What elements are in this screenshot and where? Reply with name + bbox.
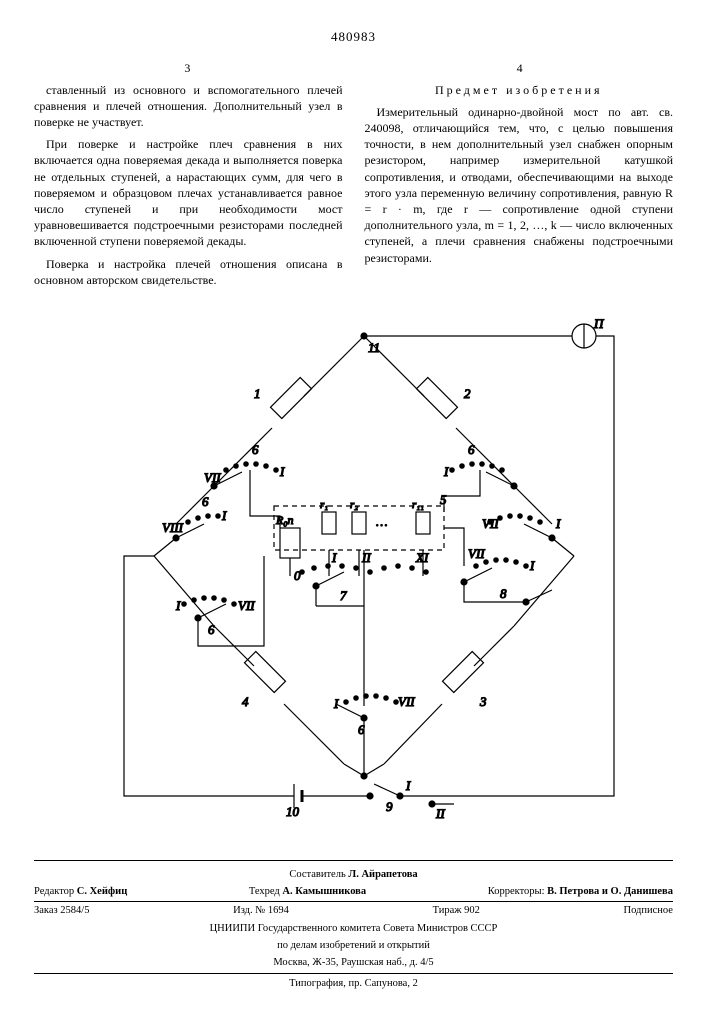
paragraph: ставленный из основного и вспомогательно… — [34, 82, 343, 131]
svg-text:I: I — [333, 696, 339, 711]
right-column: Предмет изобретения Измерительный одинар… — [365, 82, 674, 294]
svg-text:r₁: r₁ — [320, 499, 328, 511]
editor-label: Редактор — [34, 886, 74, 897]
svg-text:VII: VII — [204, 470, 221, 485]
org-address: Москва, Ж-35, Раушская наб., д. 4/5 — [34, 956, 673, 970]
switch-cluster-right: VII I — [482, 514, 574, 556]
label-11: 11 — [368, 340, 380, 355]
svg-text:VII: VII — [482, 516, 499, 531]
paragraph: При поверке и настройке плеч сравнения в… — [34, 136, 343, 249]
izd-number: Изд. № 1694 — [233, 904, 289, 918]
correctors-label: Корректоры: — [488, 886, 545, 897]
org-line-2: по делам изобретений и открытий — [34, 939, 673, 953]
switch-7: 0 I II XI 7 — [294, 550, 429, 603]
svg-text:8: 8 — [500, 586, 507, 601]
techred-label: Техред — [249, 886, 280, 897]
text-columns: ставленный из основного и вспомогательно… — [34, 82, 673, 294]
svg-text:I: I — [175, 598, 181, 613]
svg-text:0: 0 — [294, 568, 301, 583]
org-line-1: ЦНИИПИ Государственного комитета Совета … — [34, 922, 673, 936]
svg-text:VII: VII — [238, 598, 255, 613]
svg-text:I: I — [279, 464, 285, 479]
label-10: 10 — [286, 804, 300, 819]
svg-text:I: I — [529, 558, 535, 573]
page-number-left: 3 — [34, 60, 341, 76]
svg-text:I: I — [443, 464, 449, 479]
footer: Составитель Л. Айрапетова Редактор С. Хе… — [34, 860, 673, 991]
svg-text:r₂: r₂ — [350, 499, 358, 511]
svg-text:VIII: VIII — [162, 520, 184, 535]
label-II: II — [435, 806, 445, 821]
svg-text:VII: VII — [468, 546, 485, 561]
switch-cluster-ll: I VII 6 — [175, 556, 264, 646]
switch-cluster-left: VIII I 6 — [154, 494, 227, 556]
techred-name: А. Камышникова — [282, 886, 366, 897]
label-3: 3 — [479, 694, 487, 709]
svg-text:II: II — [361, 550, 371, 565]
label-meter: П — [593, 316, 605, 331]
paragraph: Поверка и настройка плечей отношения опи… — [34, 256, 343, 288]
svg-text:XI: XI — [415, 550, 429, 565]
patent-number: 480983 — [34, 28, 673, 46]
svg-text:I: I — [555, 516, 561, 531]
editor-name: С. Хейфиц — [77, 886, 128, 897]
svg-text:R₀п: R₀п — [275, 513, 294, 527]
switch-cluster-tl: VII I 6 — [204, 442, 285, 489]
claim-text: Измерительный одинарно-двойной мост по а… — [365, 104, 674, 266]
label-1: 1 — [254, 386, 261, 401]
svg-text:VII: VII — [398, 694, 415, 709]
svg-text:6: 6 — [252, 442, 259, 457]
svg-text:6: 6 — [468, 442, 475, 457]
typography-line: Типография, пр. Сапунова, 2 — [34, 977, 673, 991]
label-9: 9 — [386, 799, 393, 814]
label-I: I — [405, 778, 411, 793]
switch-8: VII I 8 — [444, 528, 552, 605]
svg-text:7: 7 — [340, 588, 347, 603]
label-2: 2 — [464, 386, 471, 401]
order-number: Заказ 2584/5 — [34, 904, 89, 918]
correctors-names: В. Петрова и О. Данишева — [547, 886, 673, 897]
label-4: 4 — [242, 694, 249, 709]
svg-text:r₁₁: r₁₁ — [412, 499, 424, 511]
podpisnoe: Подписное — [624, 904, 673, 918]
page-numbers-row: 3 4 — [34, 60, 673, 76]
compiler-name: Л. Айрапетова — [348, 869, 417, 880]
svg-text:…: … — [376, 514, 388, 529]
svg-text:6: 6 — [208, 622, 215, 637]
svg-text:I: I — [221, 508, 227, 523]
circuit-figure: П 9 I II 10 1 2 4 — [84, 306, 624, 846]
switch-cluster-bottom: I VII 6 — [333, 694, 415, 737]
tirazh: Тираж 902 — [433, 904, 480, 918]
compiler-label: Составитель — [289, 869, 345, 880]
left-column: ставленный из основного и вспомогательно… — [34, 82, 343, 294]
page-number-right: 4 — [366, 60, 673, 76]
svg-text:I: I — [331, 550, 337, 565]
claims-title: Предмет изобретения — [365, 82, 674, 98]
